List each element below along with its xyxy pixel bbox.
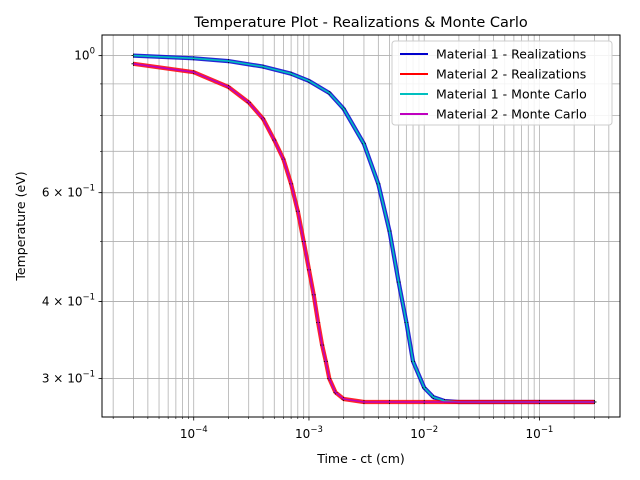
y-tick-label: 100 [74,47,95,63]
legend-label: Material 2 - Realizations [436,67,586,82]
plot-frame [101,34,621,418]
y-tick-label: 3 × 10−1 [42,370,95,386]
x-tick-label: 10−2 [410,425,438,441]
x-axis-label: Time - ct (cm) [316,451,405,466]
legend-label: Material 1 - Monte Carlo [436,87,587,102]
legend-label: Material 2 - Monte Carlo [436,107,587,122]
legend-label: Material 1 - Realizations [436,47,586,62]
legend: Material 1 - Realizations Material 2 - Re… [391,40,613,126]
x-tick-label: 10−1 [526,425,554,441]
y-tick-labels: 100 6 × 10−1 4 × 10−1 3 × 10−1 [42,47,95,386]
x-tick-label: 10−3 [295,425,323,441]
x-tick-label: 10−4 [180,425,208,441]
y-tick-label: 6 × 10−1 [42,184,95,200]
y-axis-label: Temperature (eV) [13,171,28,281]
chart-title: Temperature Plot - Realizations & Monte … [193,15,528,31]
x-tick-labels: 10−4 10−3 10−2 10−1 [180,425,554,441]
legend-frame [391,40,613,126]
series-line-4 [133,63,595,403]
axis-ticks [98,55,610,421]
series-layer [131,53,597,405]
y-tick-label: 4 × 10−1 [42,292,95,308]
